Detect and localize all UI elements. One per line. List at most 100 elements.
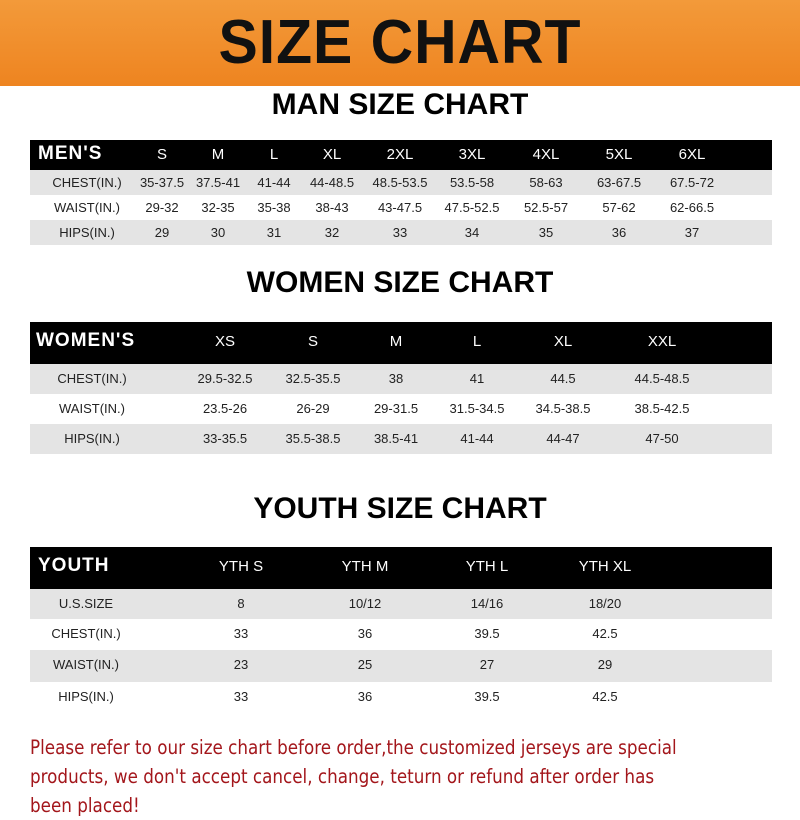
table-row: HIPS(IN.) 33 36 39.5 42.5 [30, 682, 772, 714]
table-cell: 58-63 [529, 175, 563, 190]
table-cell: 35 [538, 225, 554, 240]
table-cell: 38-43 [315, 200, 349, 215]
row-label: WAIST(IN.) [54, 200, 120, 215]
table-row: WAIST(IN.) 23 25 27 29 [30, 650, 772, 682]
table-cell: 31.5-34.5 [449, 401, 505, 416]
row-label: CHEST(IN.) [51, 626, 121, 641]
table-row: HIPS(IN.) 29 30 31 32 33 34 35 36 37 [30, 220, 772, 245]
row-label: HIPS(IN.) [64, 431, 120, 446]
size-header: XXL [647, 333, 677, 350]
table-cell: 35-38 [257, 200, 291, 215]
table-cell: 63-67.5 [596, 175, 642, 190]
table-cell: 38.5-42.5 [634, 401, 690, 416]
table-cell: 31 [266, 225, 282, 240]
women-size-table: WOMEN'S XS S M L XL XXL CHEST(IN.) 29.5-32.5 32.5… [30, 322, 772, 454]
size-header: S [156, 146, 168, 163]
table-cell: 38 [388, 371, 404, 386]
table-cell: 47-50 [645, 431, 679, 446]
table-row: U.S.SIZE 8 10/12 14/16 18/20 [30, 589, 772, 619]
table-cell: 33 [233, 626, 249, 641]
table-cell: 35-37.5 [139, 175, 185, 190]
table-row: CHEST(IN.) 29.5-32.5 32.5-35.5 38 41 44.5 44.5… [30, 364, 772, 394]
size-header: 3XL [458, 146, 486, 163]
row-label: U.S.SIZE [58, 596, 114, 611]
table-cell: 41-44 [460, 431, 494, 446]
table-cell: 44.5 [550, 371, 576, 386]
table-cell: 44-48.5 [309, 175, 355, 190]
table-cell: 26-29 [296, 401, 330, 416]
table-cell: 25 [357, 657, 373, 672]
table-cell: 29 [597, 657, 613, 672]
table-header-row: WOMEN'S XS S M L XL XXL [30, 322, 772, 364]
size-header: XL [553, 333, 573, 350]
size-header: YTH S [218, 558, 264, 575]
size-header: YTH XL [578, 558, 632, 575]
table-cell: 36 [611, 225, 627, 240]
table-cell: 23.5-26 [202, 401, 248, 416]
table-cell: 47.5-52.5 [444, 200, 500, 215]
table-header-row: YOUTH YTH S YTH M YTH L YTH XL [30, 547, 772, 589]
table-cell: 27 [479, 657, 495, 672]
table-cell: 38.5-41 [373, 431, 419, 446]
table-title-cell: MEN'S [38, 143, 103, 164]
table-cell: 62-66.5 [669, 200, 715, 215]
table-title-cell: YOUTH [38, 555, 110, 576]
table-cell: 39.5 [474, 689, 500, 704]
men-size-table: MEN'S S M L XL 2XL 3XL 4XL 5XL 6XL CHEST(IN.) 35-37… [30, 140, 772, 245]
table-cell: 8 [237, 596, 245, 611]
table-cell: 41-44 [257, 175, 291, 190]
table-cell: 14/16 [470, 596, 504, 611]
table-row: WAIST(IN.) 29-32 32-35 35-38 38-43 43-47.5 47.… [30, 195, 772, 220]
row-label: WAIST(IN.) [53, 657, 119, 672]
table-cell: 33 [233, 689, 249, 704]
size-header: M [389, 333, 403, 350]
table-cell: 30 [210, 225, 226, 240]
table-row: WAIST(IN.) 23.5-26 26-29 29-31.5 31.5-34.5 34… [30, 394, 772, 424]
table-row: HIPS(IN.) 33-35.5 35.5-38.5 38.5-41 41-44 44-… [30, 424, 772, 454]
table-cell: 34.5-38.5 [535, 401, 591, 416]
table-cell: 43-47.5 [377, 200, 423, 215]
table-cell: 37 [684, 225, 700, 240]
table-cell: 44-47 [546, 431, 580, 446]
row-label: CHEST(IN.) [52, 175, 122, 190]
size-header: M [211, 146, 225, 163]
table-title-cell: WOMEN'S [36, 330, 136, 351]
order-notice: Please refer to our size chart before or… [30, 736, 677, 817]
table-cell: 23 [233, 657, 249, 672]
table-cell: 36 [357, 689, 373, 704]
table-cell: 33 [392, 225, 408, 240]
size-header: 4XL [532, 146, 560, 163]
table-cell: 29-31.5 [373, 401, 419, 416]
table-row: CHEST(IN.) 33 36 39.5 42.5 [30, 619, 772, 650]
table-cell: 36 [357, 626, 373, 641]
table-cell: 29.5-32.5 [197, 371, 253, 386]
table-header-row: MEN'S S M L XL 2XL 3XL 4XL 5XL 6XL [30, 140, 772, 170]
table-cell: 44.5-48.5 [634, 371, 690, 386]
table-cell: 57-62 [602, 200, 636, 215]
table-cell: 32 [324, 225, 340, 240]
table-cell: 39.5 [474, 626, 500, 641]
size-header: 6XL [678, 146, 706, 163]
size-header: YTH M [341, 558, 389, 575]
table-cell: 18/20 [588, 596, 622, 611]
table-cell: 41 [469, 371, 485, 386]
men-chart-title: MAN SIZE CHART [271, 88, 529, 121]
women-chart-title: WOMEN SIZE CHART [246, 266, 554, 299]
size-header: 2XL [386, 146, 414, 163]
size-header: YTH L [465, 558, 509, 575]
size-header: 5XL [605, 146, 633, 163]
table-cell: 32.5-35.5 [285, 371, 341, 386]
size-header: L [472, 333, 482, 350]
size-header: XS [214, 333, 236, 350]
table-cell: 29-32 [145, 200, 179, 215]
table-cell: 42.5 [592, 689, 618, 704]
banner-title: SIZE CHART [218, 8, 582, 77]
table-cell: 53.5-58 [449, 175, 495, 190]
table-cell: 10/12 [348, 596, 382, 611]
size-header: L [269, 146, 279, 163]
table-cell: 34 [464, 225, 480, 240]
row-label: HIPS(IN.) [59, 225, 115, 240]
table-cell: 37.5-41 [195, 175, 241, 190]
table-cell: 33-35.5 [202, 431, 248, 446]
table-cell: 35.5-38.5 [285, 431, 341, 446]
